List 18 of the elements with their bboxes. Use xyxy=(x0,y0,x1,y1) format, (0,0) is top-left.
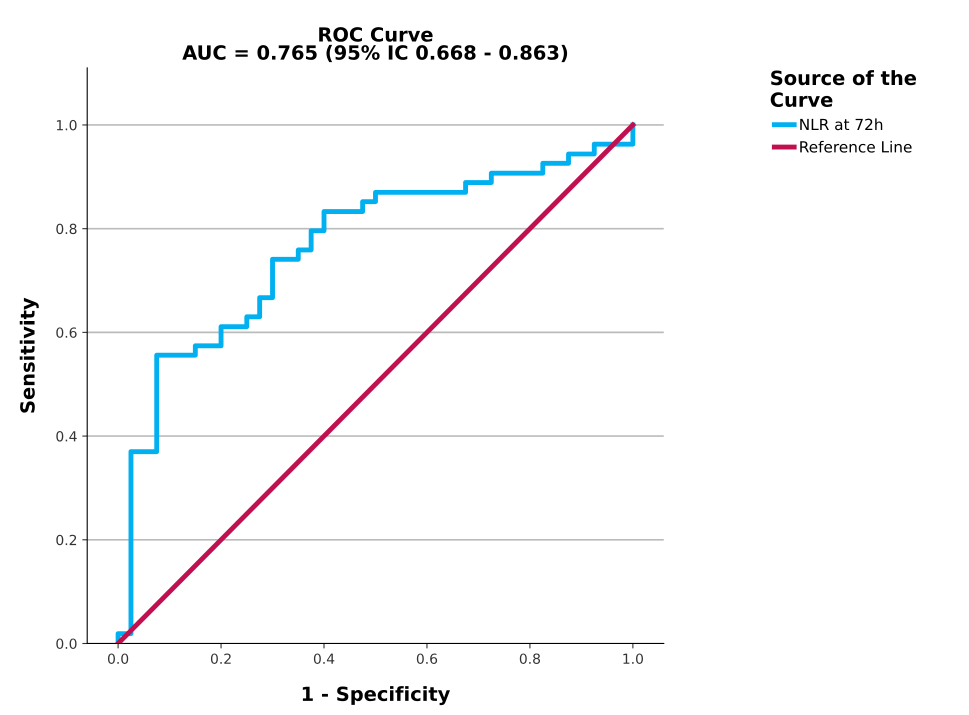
chart-title: ROC Curve AUC = 0.765 (95% IC 0.668 - 0.863) xyxy=(182,27,568,62)
x-axis-title: 1 - Specificity xyxy=(302,686,450,706)
y-tick-label: 0.4 xyxy=(56,431,77,442)
x-tick-label: 0.0 xyxy=(108,653,128,664)
legend-label: NLR at 72h xyxy=(800,118,882,130)
y-tick-label: 0.8 xyxy=(56,224,77,234)
y-tick-label: 0.6 xyxy=(56,327,77,338)
legend-label: Reference Line xyxy=(800,140,912,153)
y-axis-title: Sensitivity xyxy=(20,298,39,413)
x-tick-label: 0.8 xyxy=(520,653,540,664)
y-tick-label: 0.2 xyxy=(56,534,76,546)
x-tick-label: 1.0 xyxy=(623,653,643,664)
legend-title: Source of the Curve xyxy=(770,70,916,107)
y-tick-label: 0.0 xyxy=(56,638,77,649)
x-tick-label: 0.4 xyxy=(314,653,334,664)
x-tick-label: 0.6 xyxy=(416,653,438,664)
x-tick-label: 0.2 xyxy=(210,653,231,664)
y-tick-label: 1.0 xyxy=(56,120,77,130)
